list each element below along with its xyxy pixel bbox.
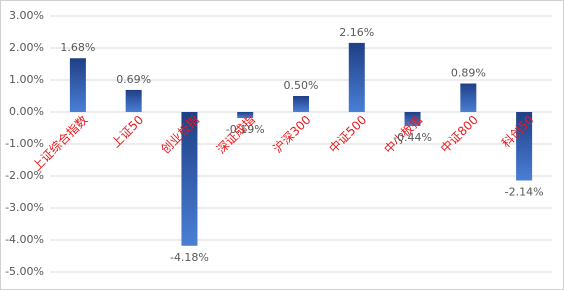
value-label: 1.68%: [60, 41, 95, 54]
y-tick-label: -5.00%: [5, 265, 44, 278]
y-tick-label: -1.00%: [5, 137, 44, 150]
value-label: -0.19%: [226, 123, 265, 136]
y-tick-label: 1.00%: [9, 73, 44, 86]
value-label: -0.44%: [393, 131, 432, 144]
bar: [460, 83, 477, 112]
bar: [125, 89, 142, 112]
bar: [293, 96, 309, 112]
y-tick-label: -3.00%: [5, 201, 44, 214]
value-label: 0.89%: [451, 67, 486, 80]
bar: [237, 112, 254, 119]
value-label: -2.14%: [505, 185, 544, 198]
bar: [348, 42, 365, 112]
bar: [69, 58, 86, 112]
y-tick-label: -4.00%: [5, 233, 44, 246]
value-label: 2.16%: [339, 26, 374, 39]
bar: [404, 112, 421, 127]
y-tick-label: 2.00%: [9, 41, 44, 54]
y-tick-label: 0.00%: [9, 105, 44, 118]
y-tick-label: -2.00%: [5, 169, 44, 182]
bar: [516, 112, 533, 181]
value-label: -4.18%: [170, 251, 209, 264]
y-tick-label: 3.00%: [9, 9, 44, 22]
value-label: 0.69%: [116, 73, 151, 86]
value-label: 0.50%: [284, 79, 319, 92]
bar: [181, 112, 198, 246]
